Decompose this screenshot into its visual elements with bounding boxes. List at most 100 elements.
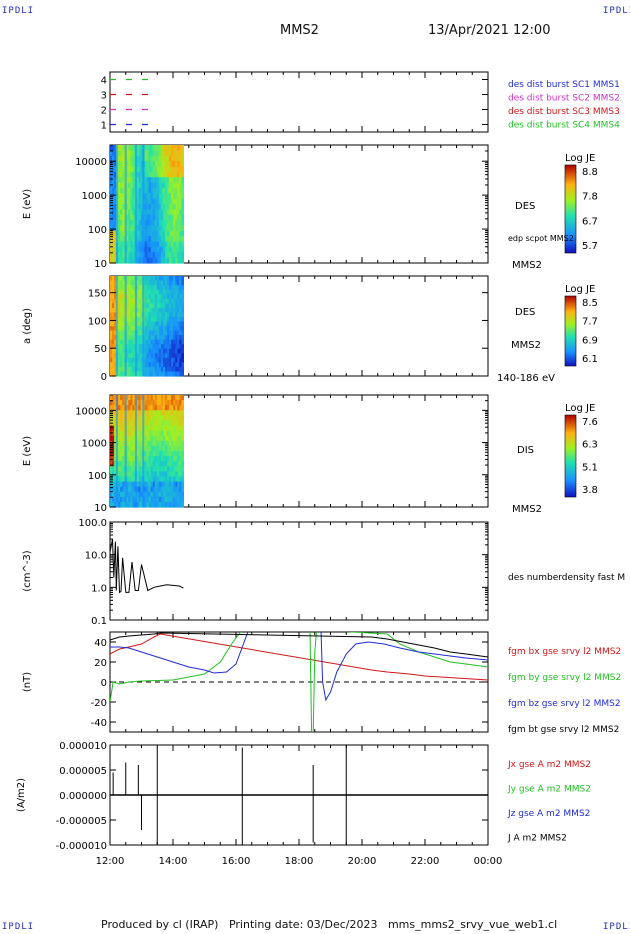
spectrogram-cell <box>146 285 150 291</box>
colorbar <box>564 414 577 498</box>
spectrogram-cell <box>175 241 178 248</box>
spectrogram-cell <box>136 241 140 248</box>
spectrogram-cell <box>160 456 164 462</box>
spectrogram-cell <box>126 405 129 411</box>
spectrogram-cell <box>110 280 113 286</box>
spectrogram-cell <box>140 155 144 162</box>
spectrogram-cell <box>169 303 172 309</box>
spectrogram-cell <box>156 371 160 377</box>
page-datetime: 13/Apr/2021 12:00 <box>428 23 551 38</box>
spectrogram-cell <box>110 285 113 291</box>
spectrogram-cell <box>140 182 144 189</box>
spectrogram-cell <box>128 491 131 498</box>
spectrogram-cell <box>138 445 142 452</box>
spectrogram-cell <box>122 405 125 411</box>
spectrogram-cell <box>148 166 152 173</box>
spectrogram-cell <box>122 298 125 304</box>
spectrogram-cell <box>173 246 176 253</box>
spectrogram-cell <box>156 420 160 427</box>
spectrogram-cell <box>177 187 180 194</box>
spectrogram-cell <box>179 440 182 447</box>
panel-frame <box>109 521 489 621</box>
spectrogram-cell <box>128 451 131 457</box>
spectrogram-cell <box>144 430 148 437</box>
spectrogram-cell <box>122 420 125 427</box>
spectrogram-cell <box>150 209 154 216</box>
spectrogram-cell <box>138 335 142 341</box>
spectrogram-cell <box>118 145 121 151</box>
spectrogram-cell <box>140 335 144 341</box>
spectrogram-cell <box>181 420 184 427</box>
spectrogram-cell <box>167 405 170 411</box>
spectrogram-cell <box>169 435 172 442</box>
spectrogram-cell <box>154 451 158 457</box>
spectrogram-cell <box>128 420 131 427</box>
spectrogram-cell <box>122 225 125 232</box>
spectrogram-cell <box>148 193 152 200</box>
spectrogram-cell <box>126 451 129 457</box>
spectrogram-cell <box>175 285 178 291</box>
spectrogram-cell <box>173 339 176 345</box>
spectrogram-cell <box>152 344 156 350</box>
spectrogram-cell <box>120 193 123 200</box>
spectrogram-cell <box>144 166 148 173</box>
spectrogram-streak <box>142 276 145 376</box>
spectrogram-cell <box>136 257 140 264</box>
spectrogram-cell <box>146 335 150 341</box>
spectrogram-cell <box>150 145 154 151</box>
spectrogram-cell <box>165 276 168 282</box>
spectrogram-cell <box>110 451 113 457</box>
spectrogram-cell <box>177 257 180 264</box>
spectrogram-cell <box>138 430 142 437</box>
spectrogram-cell <box>126 187 129 194</box>
spectrogram-cell <box>118 366 121 373</box>
spectrogram-cell <box>130 491 134 498</box>
spectrogram-cell <box>118 348 121 354</box>
spectrogram-cell <box>181 461 184 467</box>
spectrogram-cell <box>171 410 174 416</box>
spectrogram-cell <box>173 252 176 259</box>
spectrogram-cell <box>136 294 140 300</box>
spectrogram-cell <box>171 330 174 336</box>
spectrogram-cell <box>156 461 160 467</box>
spectrogram-cell <box>165 326 168 332</box>
spectrogram-cell <box>156 339 160 345</box>
spectrogram-cells <box>110 145 184 264</box>
spectrogram-cell <box>146 471 150 478</box>
colorbar <box>564 164 577 254</box>
y-axis-label: E (eV) <box>22 189 33 219</box>
spectrogram-cell <box>136 451 140 457</box>
spectrogram-cell <box>118 335 121 341</box>
colorbar-tick-label: 7.7 <box>582 317 598 328</box>
spectrogram-cell <box>112 456 115 462</box>
spectrogram-cell <box>163 145 166 151</box>
spectrogram-cell <box>144 400 148 406</box>
spectrogram-cell <box>169 405 172 411</box>
spectrogram-cell <box>169 182 172 189</box>
spectrogram-cell <box>128 303 131 309</box>
spectrogram-cell <box>122 316 125 323</box>
spectrogram-cell <box>148 150 152 157</box>
spectrogram-cell <box>120 145 123 151</box>
spectrogram-cell <box>175 344 178 350</box>
spectrogram-cell <box>126 425 129 432</box>
spectrogram-cell <box>169 326 172 332</box>
spectrogram-cell <box>132 316 136 323</box>
spectrogram-cell <box>114 209 117 216</box>
legend-entry: des dist burst SC2 MMS2 <box>508 94 620 104</box>
spectrogram-cell <box>148 321 152 327</box>
spectrogram-cell <box>112 285 115 291</box>
spectrogram-cell <box>120 366 123 373</box>
spectrogram-cell <box>140 435 144 442</box>
spectrogram-cell <box>146 312 150 318</box>
spectrogram-cell <box>126 440 129 447</box>
spectrogram-cell <box>146 303 150 309</box>
spectrogram-cell <box>156 395 160 401</box>
spectrogram-cell <box>140 230 144 237</box>
spectrogram-cell <box>130 220 134 227</box>
spectrogram-cell <box>138 145 142 151</box>
spectrogram-cell <box>173 171 176 178</box>
spectrogram-cell <box>177 415 180 422</box>
spectrogram-cell <box>140 193 144 200</box>
spectrogram-cell <box>128 285 131 291</box>
